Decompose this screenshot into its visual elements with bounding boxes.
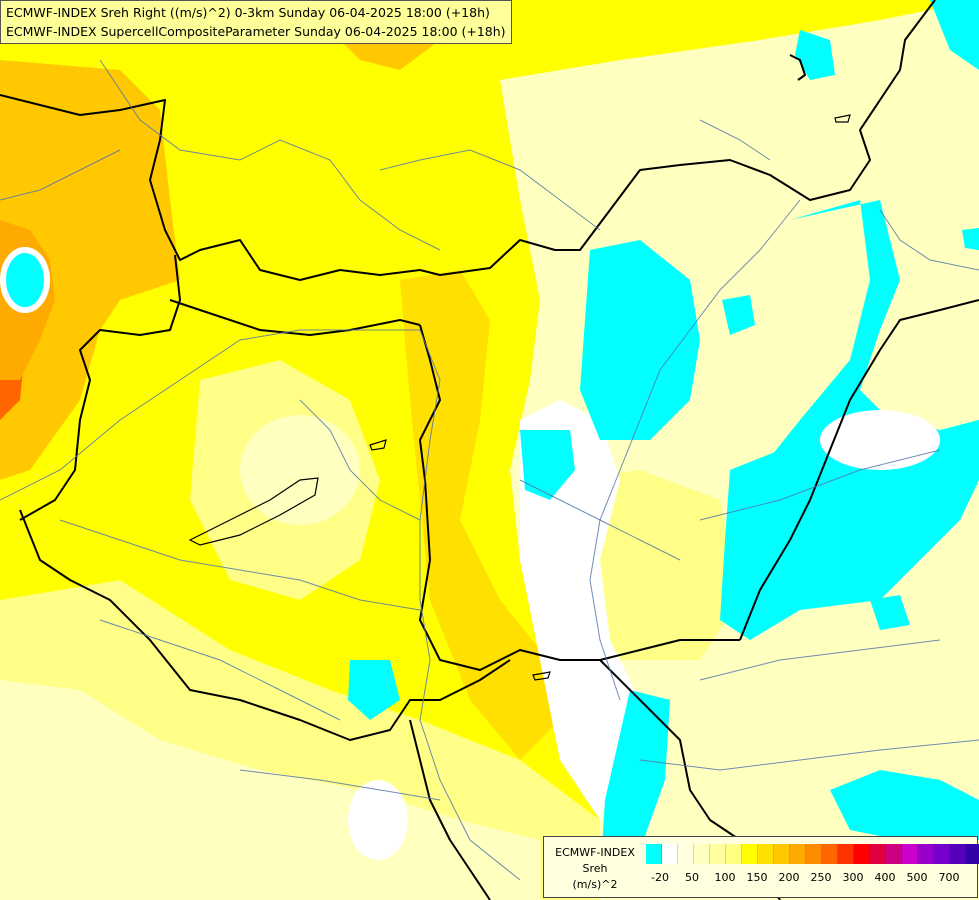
map-title-box: ECMWF-INDEX Sreh Right ((m/s)^2) 0-3km S… (0, 0, 512, 44)
cyan-region-southeast (830, 770, 979, 840)
legend-tick-label: 300 (842, 871, 864, 884)
river-east-1 (699, 449, 941, 521)
legend-swatch (854, 844, 870, 864)
legend-swatch (758, 844, 774, 864)
legend-swatch (950, 844, 966, 864)
legend-parameter: Sreh (582, 862, 608, 875)
cyan-region-northeast (580, 240, 700, 440)
legend-swatch (710, 844, 726, 864)
river-east-2 (639, 739, 979, 771)
legend-swatch (806, 844, 822, 864)
white-patch-east-mid (820, 410, 940, 470)
legend-tick-label: -20 (651, 871, 669, 884)
legend-swatch (838, 844, 854, 864)
border-czech-slovak-poland (0, 0, 936, 281)
legend-swatches (646, 844, 979, 864)
legend-swatch (646, 844, 662, 864)
light-yellow-south (0, 680, 540, 900)
lake-balaton (188, 477, 319, 546)
legend-tick-label: 500 (906, 871, 928, 884)
color-legend: ECMWF-INDEX Sreh (m/s)^2 -20 50 100 150 200 2… (543, 836, 979, 898)
lake-small-2 (834, 114, 851, 123)
river-center-2 (519, 479, 681, 561)
border-north-east-small (789, 54, 806, 81)
cyan-region-mid (520, 430, 575, 500)
legend-swatch (886, 844, 902, 864)
border-austria-hungary (169, 299, 421, 336)
rivers (0, 59, 979, 881)
river-north-2 (379, 149, 601, 231)
lake-small-3 (532, 671, 551, 681)
legend-tick-label: 50 (685, 871, 699, 884)
cyan-patch-west (0, 247, 50, 313)
border-hungary-south (19, 509, 511, 741)
legend-label: ECMWF-INDEX Sreh (m/s)^2 (548, 845, 642, 893)
map-title-line-2: ECMWF-INDEX SupercellCompositeParameter … (6, 24, 506, 39)
cyan-patch-east-edge (962, 228, 979, 250)
legend-model: ECMWF-INDEX (555, 846, 635, 859)
river-west-1 (0, 149, 121, 201)
river-south-2 (239, 769, 441, 801)
legend-swatch (678, 844, 694, 864)
orange-region-west (0, 0, 260, 480)
legend-swatch (694, 844, 710, 864)
legend-swatch (742, 844, 758, 864)
river-south-1 (99, 619, 341, 721)
legend-tick-label: 700 (938, 871, 960, 884)
legend-swatch (966, 844, 979, 864)
border-slovakia-hungary (419, 324, 740, 671)
legend-ticks: -20 50 100 150 200 250 300 400 500 700 (646, 871, 972, 887)
legend-unit: (m/s)^2 (572, 878, 618, 891)
border-hungary-romania (739, 299, 979, 641)
white-patch-south-center (348, 780, 408, 860)
legend-swatch (726, 844, 742, 864)
map-title-line-1: ECMWF-INDEX Sreh Right ((m/s)^2) 0-3km S… (6, 5, 490, 20)
river-tisza (589, 199, 801, 701)
cyan-region-east-strip (720, 450, 800, 640)
lakes (188, 114, 851, 681)
legend-swatch (902, 844, 918, 864)
river-center-1 (299, 399, 421, 521)
river-ne-2 (699, 119, 771, 161)
legend-swatch (790, 844, 806, 864)
lake-small-1 (369, 439, 387, 451)
river-north-1 (99, 59, 441, 251)
cyan-patch-south-center (348, 660, 400, 720)
legend-swatch (662, 844, 678, 864)
legend-swatch (918, 844, 934, 864)
white-band-east (520, 400, 640, 820)
legend-tick-label: 250 (810, 871, 832, 884)
river-east-3 (699, 639, 941, 681)
cyan-patch-north (795, 30, 835, 80)
cyan-region-south (600, 690, 670, 880)
cyan-patch-se-small (870, 595, 910, 630)
gold-band-center (400, 270, 560, 760)
cyan-patch-east-small (722, 295, 755, 335)
cyan-patch-northeast-edge (930, 0, 979, 70)
river-danube (0, 329, 521, 881)
legend-tick-label: 200 (778, 871, 800, 884)
legend-swatch (934, 844, 950, 864)
river-ne-1 (879, 209, 979, 271)
legend-swatch (822, 844, 838, 864)
light-yellow-center (240, 415, 360, 525)
border-czech-poland-north (19, 254, 181, 521)
border-croatia-serbia (409, 719, 491, 900)
legend-tick-label: 100 (714, 871, 736, 884)
river-west-2 (59, 519, 421, 611)
legend-swatch (774, 844, 790, 864)
legend-tick-label: 150 (746, 871, 768, 884)
legend-tick-label: 400 (874, 871, 896, 884)
legend-swatch (870, 844, 886, 864)
